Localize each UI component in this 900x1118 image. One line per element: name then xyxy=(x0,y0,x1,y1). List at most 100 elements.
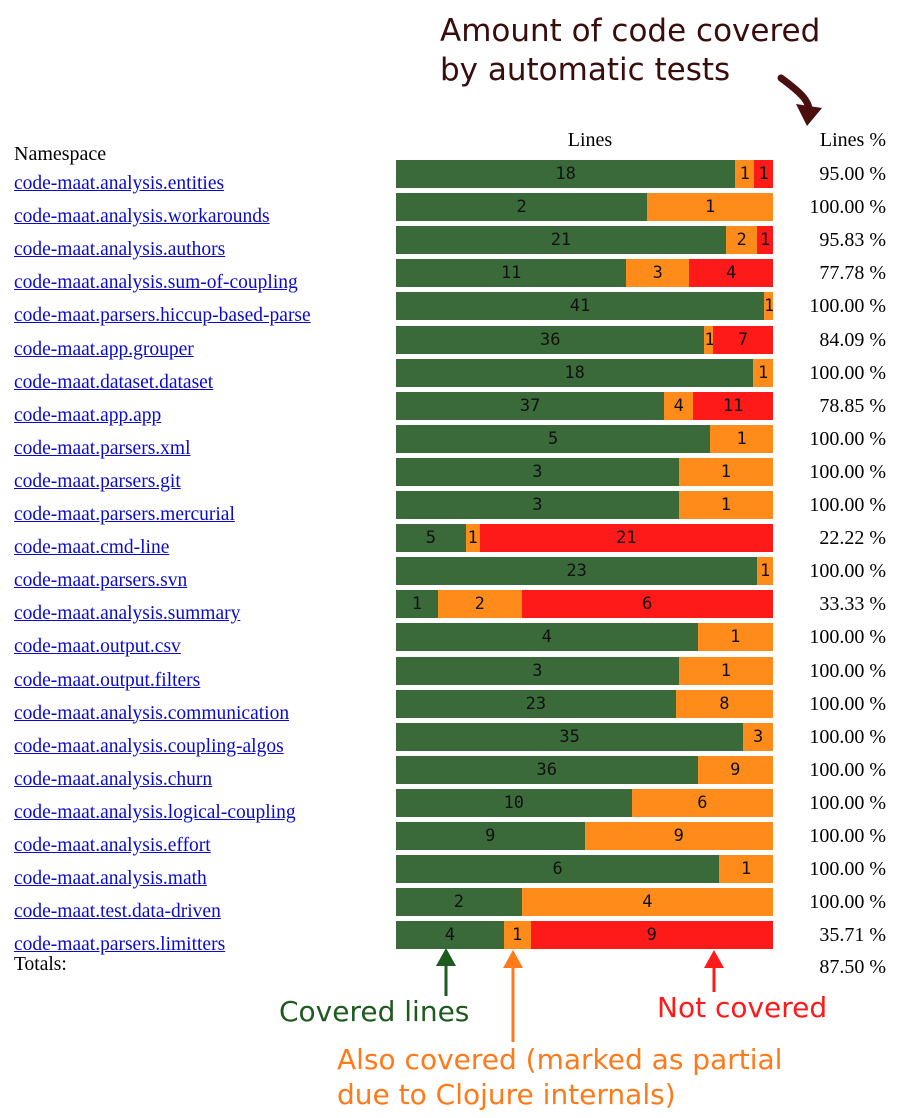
partial-segment: 1 xyxy=(647,193,773,222)
lines-percent: 100.00 % xyxy=(809,758,886,781)
namespace-link[interactable]: code-maat.parsers.svn xyxy=(14,570,188,592)
covered-segment: 35 xyxy=(396,722,744,751)
namespace-link[interactable]: code-maat.analysis.entities xyxy=(14,173,225,194)
namespace-link[interactable]: code-maat.app.grouper xyxy=(14,338,194,360)
table-row: code-maat.analysis.authors 21 2 1 95.83 % xyxy=(0,224,900,260)
table-row: code-maat.parsers.git 3 1 100.00 % xyxy=(0,456,900,492)
table-row: code-maat.analysis.sum-of-coupling 11 3 4 77… xyxy=(0,257,900,293)
table-row: code-maat.analysis.workarounds 2 1 100.00 % xyxy=(0,191,900,227)
namespace-link[interactable]: code-maat.parsers.limitters xyxy=(14,934,226,956)
lines-percent: 95.00 % xyxy=(819,163,886,185)
namespace-link[interactable]: code-maat.parsers.hiccup-based-parse xyxy=(14,305,311,327)
table-row: code-maat.test.data-driven 2 4 100.00 % xyxy=(0,886,900,922)
namespace-link[interactable]: code-maat.output.filters xyxy=(14,669,201,691)
lines-percent: 100.00 % xyxy=(809,692,886,715)
covered-segment: 9 xyxy=(396,822,585,850)
partial-segment: 9 xyxy=(584,822,773,850)
coverage-bar: 37 4 11 xyxy=(396,391,773,420)
table-row: code-maat.parsers.hiccup-based-parse 41 1 1… xyxy=(0,290,900,326)
namespace-link[interactable]: code-maat.parsers.xml xyxy=(14,437,191,459)
table-row: code-maat.app.grouper 36 1 7 84.09 % xyxy=(0,324,900,360)
partial-annotation-line2: due to Clojure internals) xyxy=(337,1078,676,1111)
table-row: code-maat.analysis.math 6 1 100.00 % xyxy=(0,853,900,889)
coverage-bar: 41 1 xyxy=(396,292,773,321)
lines-percent: 100.00 % xyxy=(809,626,886,649)
partial-segment: 3 xyxy=(743,722,773,751)
coverage-bar: 5 1 21 xyxy=(396,524,773,553)
covered-segment: 5 xyxy=(396,524,466,553)
lines-percent: 77.78 % xyxy=(819,262,886,285)
partial-segment: 1 xyxy=(764,292,773,321)
covered-segment: 21 xyxy=(396,226,726,255)
not-covered-segment: 4 xyxy=(689,259,773,288)
covered-segment: 23 xyxy=(396,689,676,718)
partial-segment: 2 xyxy=(437,590,522,619)
not-covered-segment: 7 xyxy=(713,325,773,354)
partial-segment: 1 xyxy=(678,457,773,486)
not-covered-annotation: Not covered xyxy=(657,991,828,1024)
table-row: code-maat.dataset.dataset 18 1 100.00 % xyxy=(0,357,900,393)
namespace-link[interactable]: code-maat.analysis.math xyxy=(14,868,207,890)
namespace-link[interactable]: code-maat.analysis.coupling-algos xyxy=(14,735,284,757)
namespace-link[interactable]: code-maat.cmd-line xyxy=(14,537,170,559)
namespace-link[interactable]: code-maat.app.app xyxy=(14,404,162,426)
namespace-link[interactable]: code-maat.output.csv xyxy=(14,636,181,658)
lines-percent: 100.00 % xyxy=(809,494,886,516)
lines-percent: 33.33 % xyxy=(819,593,886,616)
table-row: code-maat.app.app 37 4 11 78.85 % xyxy=(0,390,900,426)
covered-arrow-head-icon xyxy=(436,948,456,966)
lines-percent: 100.00 % xyxy=(809,460,886,483)
covered-annotation: Covered lines xyxy=(279,995,470,1028)
covered-segment: 36 xyxy=(396,325,705,354)
covered-segment: 23 xyxy=(396,557,758,586)
partial-segment: 8 xyxy=(675,689,773,718)
partial-segment: 1 xyxy=(753,358,773,387)
not-covered-segment: 6 xyxy=(521,590,773,619)
partial-segment: 1 xyxy=(710,424,773,453)
totals-percent: 87.50 % xyxy=(819,956,886,978)
partial-segment: 4 xyxy=(664,391,694,420)
namespace-link[interactable]: code-maat.analysis.workarounds xyxy=(14,206,270,228)
lines-percent: 35.71 % xyxy=(819,924,886,947)
namespace-link[interactable]: code-maat.analysis.logical-coupling xyxy=(14,801,296,823)
namespace-link[interactable]: code-maat.analysis.authors xyxy=(14,239,226,261)
namespace-link[interactable]: code-maat.analysis.communication xyxy=(14,702,290,724)
coverage-bar: 35 3 xyxy=(396,722,773,751)
namespace-link[interactable]: code-maat.test.data-driven xyxy=(14,901,221,923)
namespace-link[interactable]: code-maat.dataset.dataset xyxy=(14,371,214,393)
lines-percent: 100.00 % xyxy=(809,427,886,450)
covered-segment: 18 xyxy=(396,160,736,188)
namespace-link[interactable]: code-maat.analysis.churn xyxy=(14,768,213,790)
partial-arrow-head-icon xyxy=(503,950,523,968)
namespace-link[interactable]: code-maat.analysis.sum-of-coupling xyxy=(14,272,298,294)
covered-segment: 18 xyxy=(396,358,754,387)
partial-segment: 1 xyxy=(503,921,531,950)
partial-segment: 4 xyxy=(521,888,773,917)
namespace-link[interactable]: code-maat.analysis.summary xyxy=(14,603,241,625)
not-covered-arrow-head-icon xyxy=(704,950,724,968)
lines-percent: 100.00 % xyxy=(809,791,886,814)
namespace-link[interactable]: code-maat.analysis.effort xyxy=(14,835,211,856)
table-row: code-maat.parsers.limitters 4 1 9 35.71 % xyxy=(0,919,900,955)
lines-percent: 100.00 % xyxy=(809,891,886,914)
partial-segment: 1 xyxy=(465,524,480,553)
namespace-link[interactable]: code-maat.parsers.git xyxy=(14,470,181,492)
namespace-link[interactable]: code-maat.parsers.mercurial xyxy=(14,504,235,525)
table-row: code-maat.analysis.entities 18 1 1 95.00 % xyxy=(0,158,900,194)
partial-segment: 9 xyxy=(697,755,773,784)
title-annotation-line2: by automatic tests xyxy=(440,51,731,88)
partial-segment: 1 xyxy=(735,160,755,188)
coverage-bar: 23 8 xyxy=(396,689,773,718)
title-annotation-line1: Amount of code covered xyxy=(440,13,821,49)
covered-segment: 3 xyxy=(396,457,679,486)
lines-header: Lines xyxy=(567,129,613,151)
lines-percent: 100.00 % xyxy=(809,659,886,682)
